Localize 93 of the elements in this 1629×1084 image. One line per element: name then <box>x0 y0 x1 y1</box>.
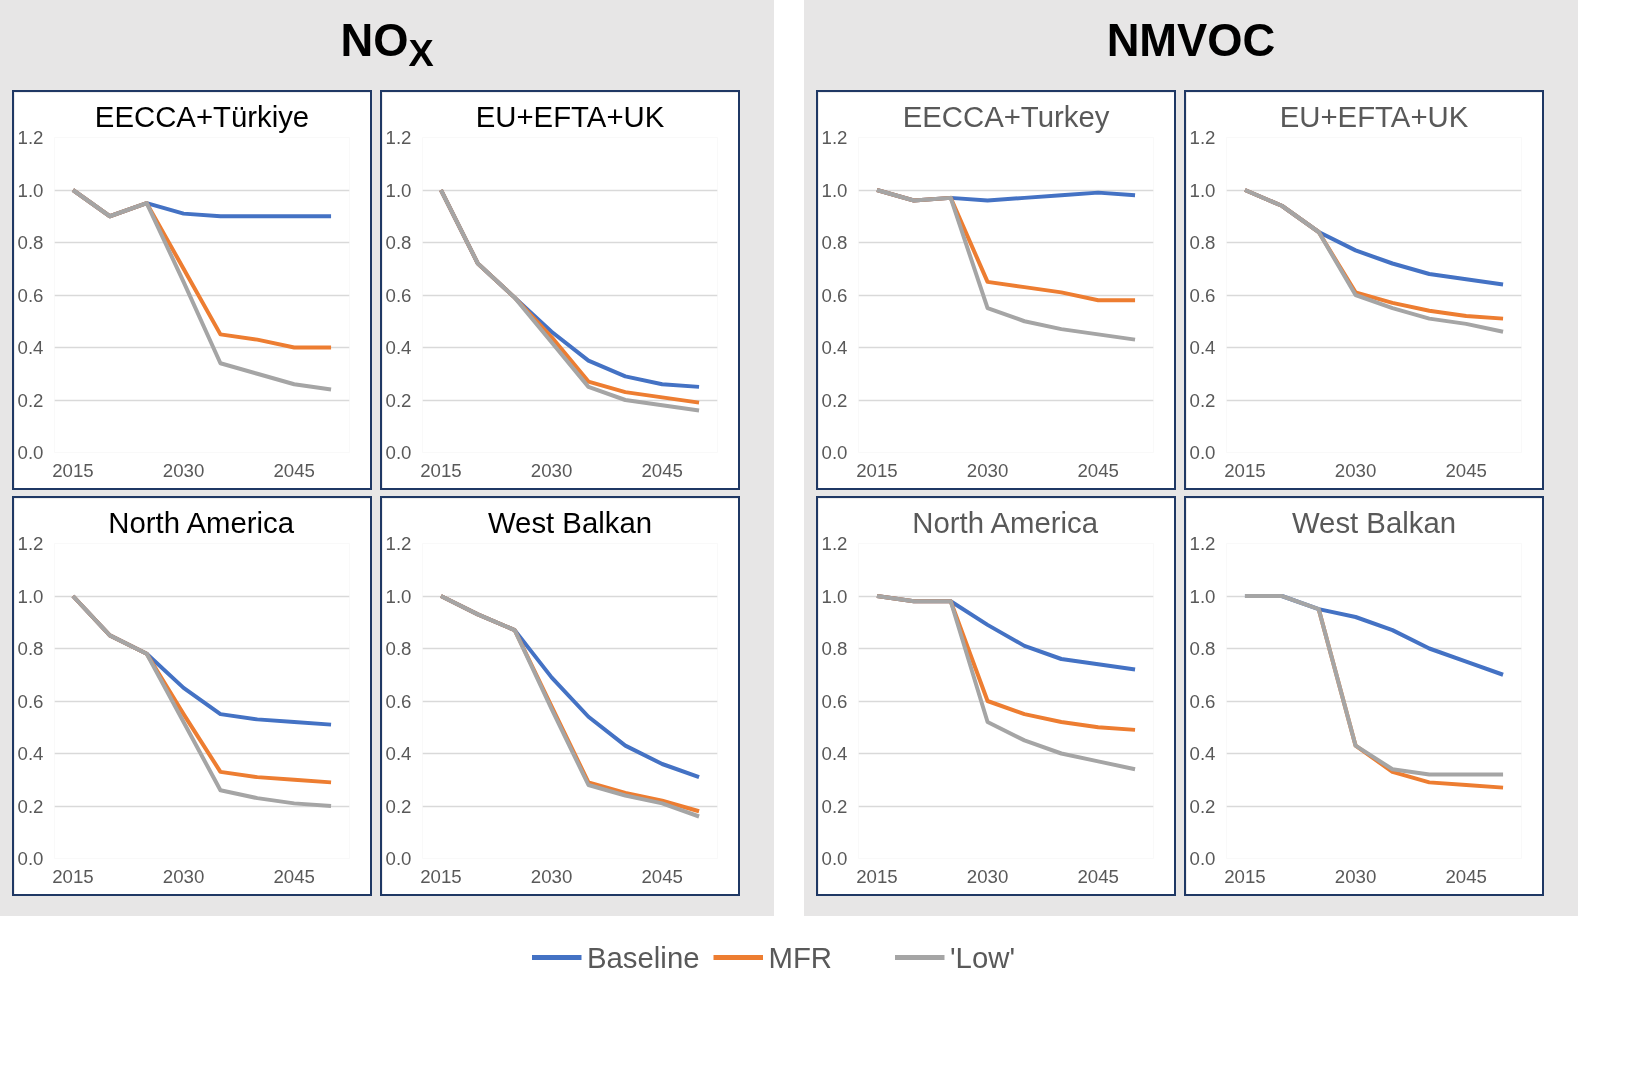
y-tick-label: 0.0 <box>385 848 412 869</box>
x-tick-label: 2045 <box>1077 865 1119 887</box>
y-tick-label: 1.2 <box>17 127 44 148</box>
text: NO$_{X}$ <box>339 14 435 77</box>
chart-title: West Balkan <box>487 505 653 539</box>
x-tick-label: 2030 <box>162 459 205 481</box>
y-tick-label: 0.6 <box>821 284 848 306</box>
chart-title: North America <box>108 505 295 539</box>
y-tick-label: 0.8 <box>385 638 412 659</box>
y-tick-label: 0.6 <box>1189 690 1216 712</box>
y-tick-label: 0.8 <box>821 638 848 659</box>
legend-label: Baseline <box>587 941 700 974</box>
y-tick-label: 1.2 <box>1189 533 1216 554</box>
y-tick-label: 0.4 <box>385 743 412 764</box>
chart-title: EECCA+Turkey <box>902 99 1110 133</box>
y-tick-label: 0.8 <box>17 232 44 253</box>
y-tick-label: 1.0 <box>385 179 412 201</box>
chart-title: EU+EFTA+UK <box>1279 99 1469 133</box>
chart-title: West Balkan <box>1291 505 1457 539</box>
y-tick-label: 0.0 <box>1189 848 1216 869</box>
y-tick-label: 1.0 <box>385 585 412 607</box>
legend-label: 'Low' <box>950 941 1016 974</box>
y-tick-label: 0.0 <box>385 442 412 463</box>
y-tick-label: 0.4 <box>821 743 848 764</box>
y-tick-label: 0.0 <box>17 442 44 463</box>
x-tick-label: 2015 <box>52 459 94 481</box>
y-tick-label: 0.2 <box>17 795 44 817</box>
y-tick-label: 0.2 <box>17 389 44 411</box>
x-tick-label: 2045 <box>1445 459 1487 481</box>
y-tick-label: 0.6 <box>17 690 44 712</box>
y-tick-label: 1.2 <box>385 127 412 148</box>
x-tick-label: 2015 <box>1224 865 1266 887</box>
x-tick-label: 2045 <box>273 865 315 887</box>
y-tick-label: 0.8 <box>385 232 412 253</box>
y-tick-label: 1.0 <box>17 179 44 201</box>
y-tick-label: 0.4 <box>17 337 44 358</box>
y-tick-label: 1.0 <box>1189 585 1216 607</box>
y-tick-label: 1.2 <box>17 533 44 554</box>
y-tick-label: 0.8 <box>1189 638 1216 659</box>
text: NMVOC <box>1105 14 1277 68</box>
y-tick-label: 0.4 <box>1189 743 1216 764</box>
y-tick-label: 0.4 <box>385 337 412 358</box>
y-tick-label: 0.4 <box>821 337 848 358</box>
y-tick-label: 1.2 <box>821 533 848 554</box>
x-tick-label: 2045 <box>641 865 683 887</box>
y-tick-label: 0.8 <box>1189 232 1216 253</box>
x-tick-label: 2015 <box>420 459 462 481</box>
legend-label: MFR <box>768 941 833 974</box>
x-tick-label: 2045 <box>641 459 683 481</box>
x-tick-label: 2045 <box>1445 865 1487 887</box>
y-tick-label: 0.0 <box>1189 442 1216 463</box>
y-tick-label: 0.2 <box>385 795 412 817</box>
x-tick-label: 2030 <box>530 459 573 481</box>
x-tick-label: 2015 <box>1224 459 1266 481</box>
y-tick-label: 0.2 <box>1189 389 1216 411</box>
y-tick-label: 0.8 <box>821 232 848 253</box>
y-tick-label: 1.0 <box>821 585 848 607</box>
x-tick-label: 2015 <box>52 865 94 887</box>
y-tick-label: 0.6 <box>821 690 848 712</box>
y-tick-label: 0.6 <box>385 690 412 712</box>
y-tick-label: 0.0 <box>17 848 44 869</box>
y-tick-label: 0.8 <box>17 638 44 659</box>
y-tick-label: 0.6 <box>1189 284 1216 306</box>
y-tick-label: 0.6 <box>385 284 412 306</box>
x-tick-label: 2015 <box>856 865 898 887</box>
y-tick-label: 0.4 <box>17 743 44 764</box>
x-tick-label: 2045 <box>273 459 315 481</box>
x-tick-label: 2030 <box>966 865 1009 887</box>
y-tick-label: 1.0 <box>821 179 848 201</box>
y-tick-label: 1.2 <box>1189 127 1216 148</box>
y-tick-label: 0.0 <box>821 442 848 463</box>
y-tick-label: 0.2 <box>1189 795 1216 817</box>
x-tick-label: 2030 <box>1334 459 1377 481</box>
x-tick-label: 2015 <box>420 865 462 887</box>
y-tick-label: 1.2 <box>385 533 412 554</box>
y-tick-label: 1.0 <box>1189 179 1216 201</box>
y-tick-label: 0.2 <box>821 795 848 817</box>
x-tick-label: 2030 <box>530 865 573 887</box>
chart-title: North America <box>912 505 1099 539</box>
y-tick-label: 0.2 <box>821 389 848 411</box>
y-tick-label: 1.2 <box>821 127 848 148</box>
y-tick-label: 1.0 <box>17 585 44 607</box>
y-tick-label: 0.2 <box>385 389 412 411</box>
x-tick-label: 2045 <box>1077 459 1119 481</box>
x-tick-label: 2030 <box>162 865 205 887</box>
x-tick-label: 2015 <box>856 459 898 481</box>
chart-title: EECCA+Türkiye <box>94 99 310 133</box>
y-tick-label: 0.4 <box>1189 337 1216 358</box>
x-tick-label: 2030 <box>966 459 1009 481</box>
y-tick-label: 0.0 <box>821 848 848 869</box>
x-tick-label: 2030 <box>1334 865 1377 887</box>
chart-title: EU+EFTA+UK <box>475 99 665 133</box>
y-tick-label: 0.6 <box>17 284 44 306</box>
